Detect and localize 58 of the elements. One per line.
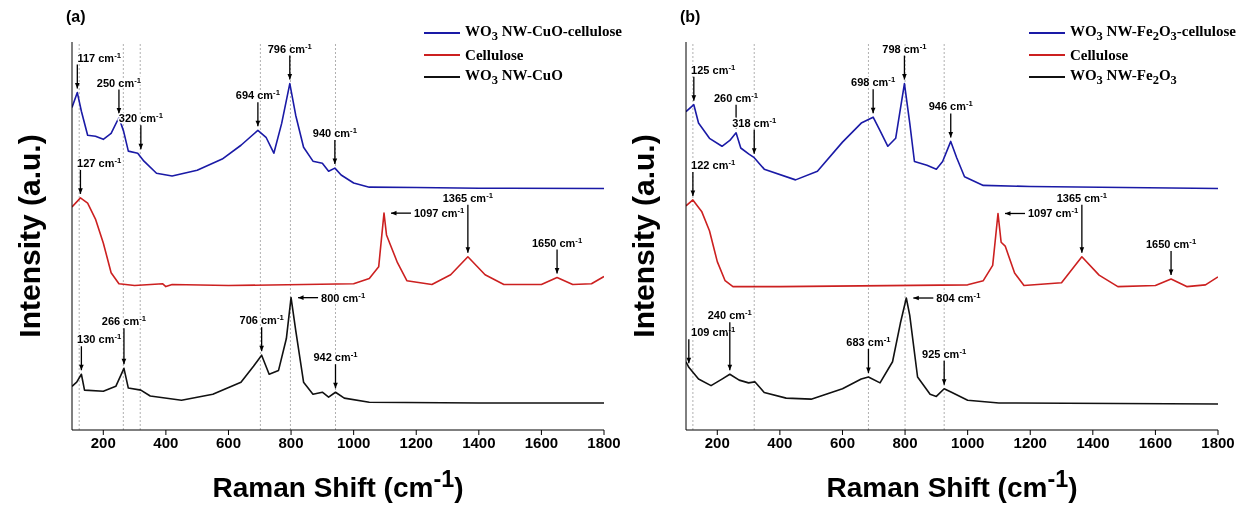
annotation: 694 cm$^{-1}$ xyxy=(235,87,281,102)
annotation: 1365 cm$^{-1}$ xyxy=(442,190,494,204)
x-tick-label: 1800 xyxy=(1201,433,1235,451)
legend-label: WO$_{3}$ NW-CuO-cellulose xyxy=(465,22,622,44)
x-tick-label: 800 xyxy=(278,433,304,451)
x-tick-label: 400 xyxy=(153,433,179,451)
legend-label: WO$_{3}$ NW-Fe$_{2}$O$_{3}$-cellulose xyxy=(1069,22,1236,44)
annotation: 260 cm$^{-1}$ xyxy=(713,90,759,104)
x-tick-label: 200 xyxy=(704,433,730,451)
x-tick-label: 1200 xyxy=(1013,433,1047,451)
chart-title: (a) xyxy=(66,8,86,26)
annotation: 250 cm$^{-1}$ xyxy=(96,75,142,89)
x-tick-label: 1000 xyxy=(950,433,985,451)
annotation: 798 cm$^{-1}$ xyxy=(882,41,928,55)
x-tick-label: 1800 xyxy=(587,433,621,451)
x-tick-label: 200 xyxy=(90,433,116,451)
annotation: 800 cm$^{-1}$ xyxy=(321,290,366,304)
annotation: 1097 cm$^{-1}$ xyxy=(1028,205,1079,220)
x-tick-label: 600 xyxy=(829,433,855,451)
annotation: 1650 cm$^{-1}$ xyxy=(1145,236,1197,250)
x-tick-label: 800 xyxy=(892,433,918,451)
annotation: 946 cm$^{-1}$ xyxy=(928,98,974,113)
x-tick-label: 600 xyxy=(215,433,241,451)
x-tick-label: 1400 xyxy=(462,433,496,451)
x-tick-label: 1200 xyxy=(399,433,433,451)
x-tick-label: 1000 xyxy=(336,433,371,451)
annotation: 940 cm$^{-1}$ xyxy=(312,125,358,140)
annotation: 122 cm$^{-1}$ xyxy=(691,157,736,171)
annotation: 698 cm$^{-1}$ xyxy=(851,74,896,89)
legend-label: Cellulose xyxy=(465,46,524,64)
chart-title: (b) xyxy=(680,8,701,26)
annotation: 266 cm$^{-1}$ xyxy=(101,313,147,328)
legend-label: WO$_{3}$ NW-CuO xyxy=(465,66,563,88)
legend-label: Cellulose xyxy=(1069,46,1129,64)
annotation: 125 cm$^{-1}$ xyxy=(691,62,736,76)
annotation: 117 cm$^{-1}$ xyxy=(77,50,122,64)
x-tick-label: 400 xyxy=(767,433,793,451)
x-axis-title: Raman Shift (cm$^{-1}$) xyxy=(211,466,465,505)
annotation: 796 cm$^{-1}$ xyxy=(267,41,313,55)
x-tick-label: 1600 xyxy=(1138,433,1173,451)
annotation: 1365 cm$^{-1}$ xyxy=(1056,190,1108,204)
x-axis-title: Raman Shift (cm$^{-1}$) xyxy=(825,466,1079,505)
annotation: 925 cm$^{-1}$ xyxy=(922,346,967,360)
annotation: 1097 cm$^{-1}$ xyxy=(414,205,465,220)
annotation: 1650 cm$^{-1}$ xyxy=(531,235,583,249)
annotation: 683 cm$^{-1}$ xyxy=(846,334,892,348)
legend-label: WO$_{3}$ NW-Fe$_{2}$O$_{3}$ xyxy=(1069,66,1177,88)
y-axis-title: Intensity (a.u.) xyxy=(627,134,661,338)
y-axis-title: Intensity (a.u.) xyxy=(13,134,47,338)
annotation: 240 cm$^{-1}$ xyxy=(707,307,753,322)
annotation: 130 cm$^{-1}$ xyxy=(77,331,122,346)
annotation: 127 cm$^{-1}$ xyxy=(77,155,122,169)
x-tick-label: 1400 xyxy=(1076,433,1110,451)
annotation: 706 cm$^{-1}$ xyxy=(239,312,285,327)
annotation: 804 cm$^{-1}$ xyxy=(936,290,982,305)
annotation: 942 cm$^{-1}$ xyxy=(313,349,359,364)
x-tick-label: 1600 xyxy=(524,433,559,451)
annotation: 320 cm$^{-1}$ xyxy=(118,110,164,125)
